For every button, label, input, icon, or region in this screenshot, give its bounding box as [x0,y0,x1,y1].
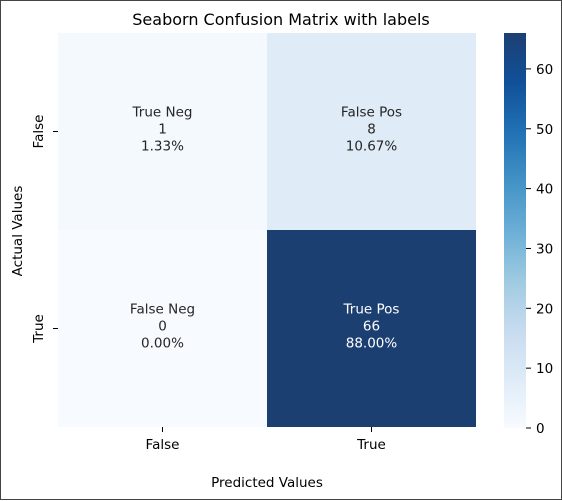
x-axis: False True [146,427,386,453]
cell-name-label: False Neg [130,302,195,318]
colorbar [504,33,526,428]
cell-percent-label: 0.00% [141,336,184,352]
heatmap-cells [58,33,476,427]
cell-percent-label: 1.33% [141,139,184,155]
y-axis-label: Actual Values [10,186,26,277]
colorbar-ticks: 0 10 20 30 40 50 60 [526,62,553,437]
cell-count-label: 1 [158,122,167,138]
colorbar-tick-label: 0 [536,421,545,437]
cell-name-label: True Pos [343,302,400,318]
cell-count-label: 8 [367,122,376,138]
colorbar-tick-label: 10 [536,361,553,377]
cell-percent-label: 10.67% [346,139,398,155]
y-axis: False True [31,115,58,344]
heatmap-cell [58,33,267,230]
x-axis-label: Predicted Values [211,475,323,491]
heatmap-cell [267,230,476,427]
cell-name-label: True Neg [132,105,193,121]
chart-title: Seaborn Confusion Matrix with labels [132,10,429,29]
cell-count-label: 66 [363,319,380,335]
heatmap-cell [267,33,476,230]
x-tick-label: True [356,437,386,453]
cell-count-label: 0 [158,319,167,335]
cell-percent-label: 88.00% [346,336,398,352]
y-tick-label: True [31,314,47,344]
colorbar-tick-label: 40 [536,182,553,198]
cell-name-label: False Pos [341,105,402,121]
colorbar-tick-label: 30 [536,241,553,257]
colorbar-tick-label: 20 [536,301,553,317]
heatmap-cell [58,230,267,427]
colorbar-tick-label: 60 [536,62,553,78]
colorbar-tick-label: 50 [536,122,553,138]
y-tick-label: False [31,115,47,149]
x-tick-label: False [146,437,180,453]
